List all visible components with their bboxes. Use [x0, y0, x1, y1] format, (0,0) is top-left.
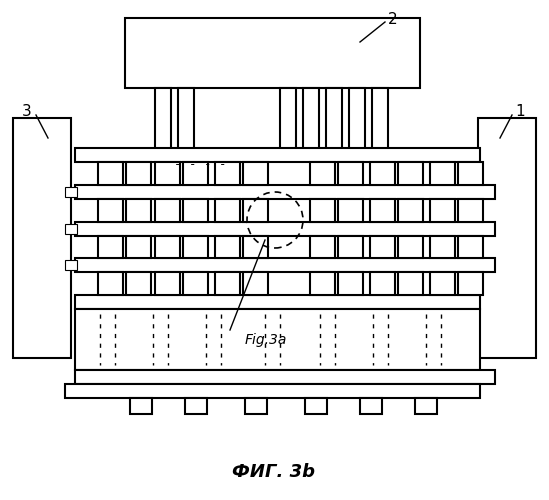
Text: - - - -: - - - -	[173, 158, 226, 172]
Bar	[75, 309, 480, 370]
Bar	[125, 18, 420, 88]
Bar	[243, 162, 268, 185]
Bar	[155, 199, 180, 222]
Bar	[75, 185, 495, 199]
Bar	[310, 162, 335, 185]
Bar	[338, 272, 363, 295]
Bar	[310, 199, 335, 222]
Bar	[65, 384, 480, 398]
Bar	[155, 236, 180, 258]
Bar	[130, 398, 152, 414]
Bar	[183, 272, 208, 295]
Bar	[65, 187, 77, 197]
Bar	[65, 224, 77, 234]
Bar	[458, 236, 483, 258]
Bar	[372, 88, 388, 150]
Bar	[415, 398, 437, 414]
Text: 2: 2	[388, 12, 397, 28]
Bar	[398, 199, 423, 222]
Text: 1: 1	[515, 104, 525, 120]
Bar	[98, 199, 123, 222]
Text: 3: 3	[22, 104, 32, 120]
Bar	[360, 398, 382, 414]
Bar	[310, 236, 335, 258]
Bar	[370, 272, 395, 295]
Bar	[430, 162, 455, 185]
Bar	[75, 370, 495, 384]
Bar	[370, 199, 395, 222]
Bar	[338, 199, 363, 222]
Text: ФИГ. 3b: ФИГ. 3b	[232, 463, 316, 481]
Bar	[126, 162, 151, 185]
Bar	[183, 236, 208, 258]
Bar	[126, 236, 151, 258]
Bar	[75, 222, 495, 236]
Bar	[458, 162, 483, 185]
Bar	[178, 88, 194, 150]
Bar	[183, 162, 208, 185]
Bar	[185, 398, 207, 414]
Bar	[75, 148, 480, 162]
Bar	[98, 272, 123, 295]
Bar	[75, 295, 480, 309]
Bar	[398, 162, 423, 185]
Bar	[245, 398, 267, 414]
Bar	[243, 199, 268, 222]
Bar	[75, 258, 495, 272]
Bar	[430, 199, 455, 222]
Bar	[280, 88, 296, 150]
Bar	[478, 118, 536, 358]
Text: Fig.3a: Fig.3a	[245, 333, 287, 347]
Bar	[430, 272, 455, 295]
Bar	[305, 398, 327, 414]
Bar	[338, 162, 363, 185]
Bar	[126, 272, 151, 295]
Bar	[126, 199, 151, 222]
Bar	[349, 88, 365, 150]
Bar	[155, 272, 180, 295]
Bar	[155, 162, 180, 185]
Bar	[65, 260, 77, 270]
Bar	[430, 236, 455, 258]
Bar	[370, 236, 395, 258]
Bar	[98, 236, 123, 258]
Bar	[215, 162, 240, 185]
Bar	[370, 162, 395, 185]
Bar	[310, 272, 335, 295]
Bar	[98, 162, 123, 185]
Bar	[215, 272, 240, 295]
Bar	[215, 236, 240, 258]
Bar	[326, 88, 342, 150]
Bar	[155, 88, 171, 150]
Bar	[215, 199, 240, 222]
Bar	[458, 199, 483, 222]
Bar	[243, 272, 268, 295]
Bar	[13, 118, 71, 358]
Bar	[338, 236, 363, 258]
Bar	[183, 199, 208, 222]
Bar	[458, 272, 483, 295]
Bar	[398, 272, 423, 295]
Bar	[243, 236, 268, 258]
Bar	[398, 236, 423, 258]
Bar	[303, 88, 319, 150]
